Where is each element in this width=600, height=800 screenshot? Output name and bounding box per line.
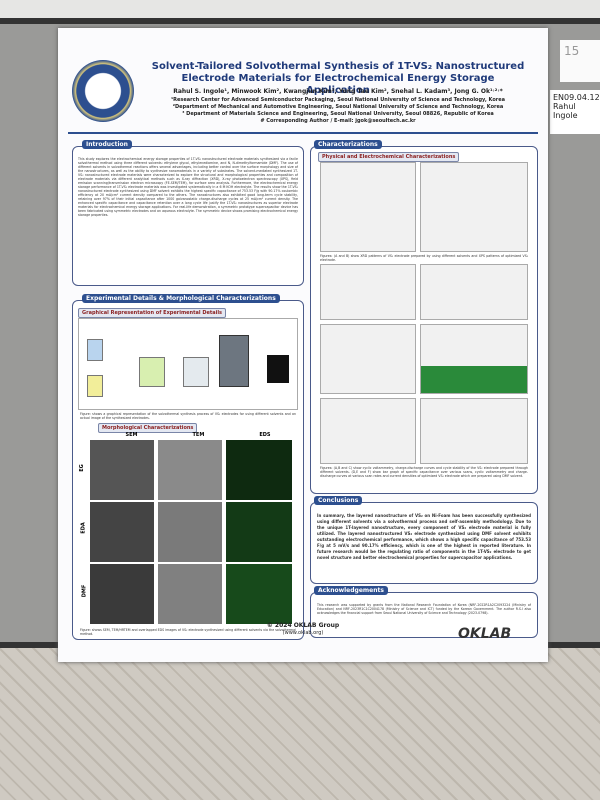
tem-image: [158, 564, 222, 624]
cv-scan-figure: [320, 398, 416, 464]
eds-image: [226, 440, 292, 500]
figure-caption: Figures: (A and B) show XRD patterns of …: [320, 254, 528, 262]
gcd-density-figure: [420, 398, 528, 464]
corner-number: 15: [564, 44, 580, 58]
university-logo: [72, 60, 134, 122]
electrode: [267, 355, 289, 383]
poster: Solvent-Tailored Solvothermal Synthesis …: [58, 28, 548, 662]
figure-caption: Figure: shows a graphical representation…: [80, 412, 296, 420]
introduction-box: This study explores the electrochemical …: [72, 146, 304, 286]
column-label: EDS: [259, 432, 271, 438]
name-card: EN09.04.12 Rahul Ingole: [550, 90, 600, 134]
copyright: © 2024 OKLAB Group: [266, 622, 340, 629]
section-title: Introduction: [82, 140, 132, 149]
subsection-title: Morphological Characterizations: [98, 423, 198, 433]
section-title: Conclusions: [314, 496, 363, 505]
eds-image: [226, 564, 292, 624]
floor: [0, 648, 600, 800]
xrd-figure: [320, 162, 416, 252]
conclusions-text: In summary, the layered nanostructure of…: [317, 513, 531, 560]
figure-caption: Figure: shows SEM, TEM/HRTEM and overlap…: [80, 628, 296, 636]
sem-image: [90, 564, 154, 624]
board-name: Rahul Ingole: [553, 102, 578, 120]
stability-figure: [320, 324, 416, 394]
autoclave: [219, 335, 249, 387]
row-label: EDA: [80, 522, 87, 534]
acknowledgements-box: This research was supported by grants fr…: [310, 592, 538, 638]
lab-logo: OKLAB: [458, 626, 512, 642]
synthesis-figure: [78, 318, 298, 410]
column-label: SEM: [125, 432, 138, 438]
introduction-text: This study explores the electrochemical …: [78, 157, 298, 217]
gcd-figure: [420, 264, 528, 320]
figure-caption: Figures: (A,B and C) show cyclic voltamm…: [320, 466, 528, 478]
eds-image: [226, 502, 292, 562]
sem-image: [90, 440, 154, 500]
affiliation: ³ Department of Materials Science and En…: [182, 111, 494, 117]
xps-figure: [420, 162, 528, 252]
beaker: [87, 339, 103, 361]
corresponding: # Corresponding Author / E-mail: jgok@se…: [260, 118, 416, 124]
footer-url: (www.oklab.org): [282, 630, 324, 636]
morphology-grid: EG EDA DMF: [78, 440, 298, 626]
subsection-title: Physical and Electrochemical Characteriz…: [318, 152, 460, 162]
cv-figure: [320, 264, 416, 320]
tem-image: [158, 440, 222, 500]
beaker: [183, 357, 209, 387]
bar-figure: [420, 324, 528, 394]
poster-title: Solvent-Tailored Solvothermal Synthesis …: [151, 61, 525, 96]
tem-image: [158, 502, 222, 562]
conclusions-box: In summary, the layered nanostructure of…: [310, 502, 538, 584]
row-label: EG: [78, 464, 85, 472]
sem-image: [90, 502, 154, 562]
section-title: Characterizations: [314, 140, 382, 149]
affiliation: ²Department of Mechanical and Automotive…: [172, 104, 504, 110]
section-title: Acknowledgements: [314, 586, 388, 595]
section-title: Experimental Details & Morphological Cha…: [82, 294, 280, 303]
column-label: TEM: [192, 432, 205, 438]
acknowledgements-text: This research was supported by grants fr…: [317, 603, 531, 615]
board-code: EN09.04.12: [553, 93, 600, 102]
beaker: [139, 357, 165, 387]
beaker: [87, 375, 103, 397]
subsection-title: Graphical Representation of Experimental…: [78, 308, 227, 318]
label-card: 15: [560, 40, 600, 82]
row-label: DMF: [81, 584, 88, 598]
divider: [68, 132, 538, 134]
affiliation: ¹Research Center for Advanced Semiconduc…: [170, 97, 506, 103]
authors: Rahul S. Ingole¹, Minwook Kim², Kwangjun…: [173, 88, 503, 95]
